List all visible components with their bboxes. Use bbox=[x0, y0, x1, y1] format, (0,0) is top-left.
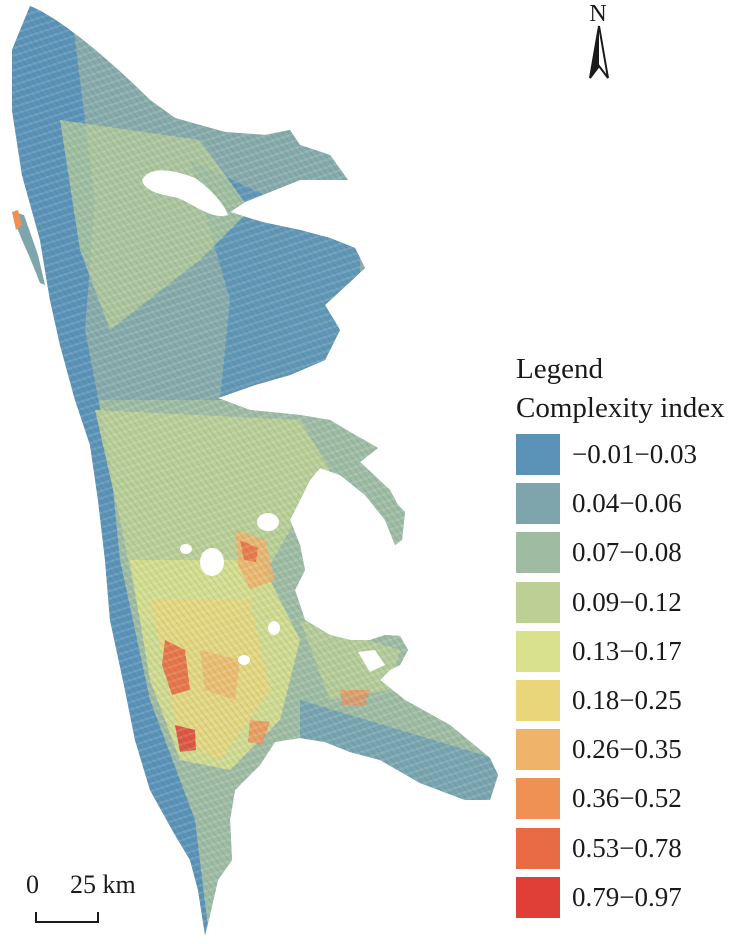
legend-item: 0.26−0.35 bbox=[514, 729, 756, 778]
legend-item: 0.07−0.08 bbox=[514, 532, 756, 581]
north-arrow-icon bbox=[589, 25, 609, 79]
land-area bbox=[12, 6, 498, 935]
legend-label: 0.09−0.12 bbox=[572, 586, 682, 617]
legend: Legend Complexity index −0.01−0.03 0.04−0… bbox=[514, 352, 756, 926]
legend-label: 0.36−0.52 bbox=[572, 783, 682, 814]
legend-title: Legend bbox=[516, 353, 603, 385]
legend-item: 0.09−0.12 bbox=[514, 581, 756, 631]
legend-label: 0.13−0.17 bbox=[572, 635, 682, 666]
legend-swatch bbox=[516, 679, 560, 721]
lakes bbox=[142, 170, 385, 821]
scale-distance-label: 25 km bbox=[70, 870, 136, 899]
legend-label: 0.79−0.97 bbox=[572, 881, 682, 912]
legend-swatch bbox=[516, 778, 560, 820]
legend-label: 0.18−0.25 bbox=[572, 684, 682, 715]
legend-swatch bbox=[516, 483, 560, 525]
legend-label: 0.04−0.06 bbox=[572, 488, 682, 519]
legend-swatch bbox=[516, 630, 560, 672]
legend-swatch bbox=[516, 876, 560, 918]
legend-swatch bbox=[516, 581, 560, 623]
legend-items: −0.01−0.03 0.04−0.06 0.07−0.08 0.09−0.12 0.1… bbox=[514, 434, 756, 926]
legend-item: 0.53−0.78 bbox=[514, 827, 756, 877]
legend-item: 0.18−0.25 bbox=[514, 679, 756, 729]
legend-swatch bbox=[516, 532, 560, 574]
scale-zero-label: 0 bbox=[26, 870, 39, 899]
legend-swatch bbox=[516, 827, 560, 869]
legend-swatch bbox=[516, 729, 560, 771]
legend-item: 0.79−0.97 bbox=[514, 876, 756, 926]
legend-item: 0.04−0.06 bbox=[514, 483, 756, 532]
legend-item: 0.13−0.17 bbox=[514, 630, 756, 680]
legend-label: 0.07−0.08 bbox=[572, 537, 682, 568]
legend-swatch bbox=[516, 434, 560, 475]
legend-label: 0.26−0.35 bbox=[572, 734, 682, 765]
legend-label: 0.53−0.78 bbox=[572, 832, 682, 863]
scale-bar bbox=[35, 912, 99, 923]
legend-item: −0.01−0.03 bbox=[514, 434, 756, 483]
legend-item: 0.36−0.52 bbox=[514, 778, 756, 827]
legend-subtitle: Complexity index bbox=[516, 392, 725, 424]
north-label: N bbox=[589, 1, 607, 27]
legend-label: −0.01−0.03 bbox=[572, 439, 697, 469]
